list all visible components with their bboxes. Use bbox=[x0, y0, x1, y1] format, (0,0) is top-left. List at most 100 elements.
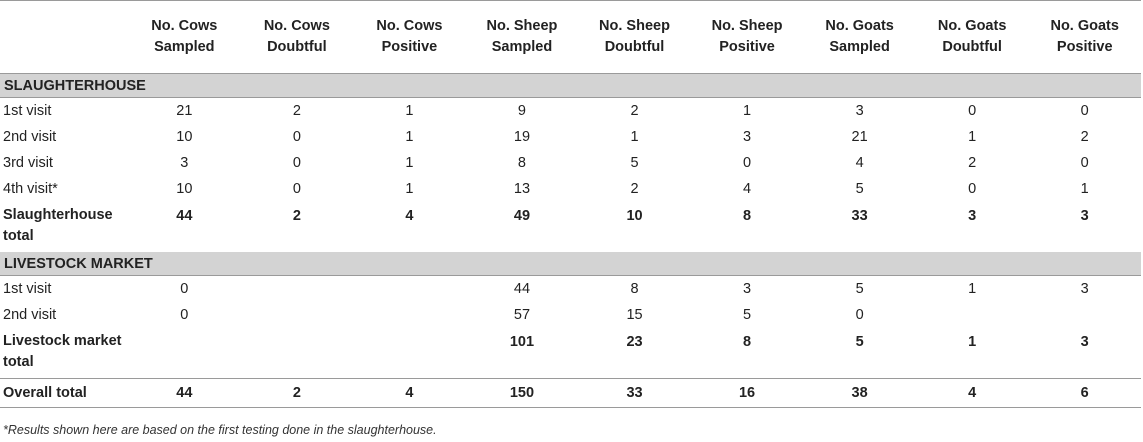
table-cell: 1 bbox=[968, 334, 977, 350]
table-cell: 0 bbox=[180, 281, 189, 297]
table-cell: 3 bbox=[743, 129, 752, 145]
header-cell bbox=[0, 0, 129, 74]
table-cell: 21 bbox=[851, 129, 868, 145]
section-total-row: Livestock market total 101 23 8 5 1 3 bbox=[0, 328, 1141, 379]
header-row: No. Cows Sampled No. Cows Doubtful No. C… bbox=[0, 0, 1141, 74]
table-cell: 1 bbox=[405, 129, 414, 145]
row-label: 3rd visit bbox=[3, 155, 53, 171]
row-label: 1st visit bbox=[3, 281, 52, 297]
header-cell: No. Sheep Doubtful bbox=[578, 0, 691, 74]
table-cell: 3 bbox=[1080, 281, 1089, 297]
table-cell: 2 bbox=[292, 208, 301, 224]
row-label: 2nd visit bbox=[3, 307, 57, 323]
table-cell: 9 bbox=[517, 103, 526, 119]
table-cell: 4 bbox=[353, 378, 466, 408]
table-cell: 3 bbox=[968, 208, 977, 224]
table-cell: 0 bbox=[1080, 103, 1089, 119]
row-label: 2nd visit bbox=[3, 129, 57, 145]
table-cell bbox=[353, 302, 466, 328]
section-header-livestock-market: LIVESTOCK MARKET bbox=[0, 252, 1141, 276]
table-cell: 3 bbox=[180, 155, 189, 171]
table-cell: 4 bbox=[405, 208, 414, 224]
table-cell: 3 bbox=[855, 103, 864, 119]
header-cell: No. Sheep Sampled bbox=[465, 0, 579, 74]
table-cell: 5 bbox=[855, 181, 864, 197]
table-cell: 4 bbox=[743, 181, 752, 197]
table-cell: 8 bbox=[630, 281, 639, 297]
table-cell: 3 bbox=[743, 281, 752, 297]
table-cell: 1 bbox=[405, 181, 414, 197]
table-cell: 33 bbox=[851, 208, 868, 224]
table-cell: 49 bbox=[513, 208, 531, 224]
table-row: 4th visit* 10 0 1 13 2 4 5 0 1 bbox=[0, 176, 1141, 202]
table-cell: 57 bbox=[513, 307, 531, 323]
table-row: 2nd visit 0 57 15 5 0 bbox=[0, 302, 1141, 328]
table-cell: 44 bbox=[176, 208, 193, 224]
section-title: SLAUGHTERHOUSE bbox=[0, 73, 1141, 98]
table-cell: 4 bbox=[915, 378, 1029, 408]
table-cell: 1 bbox=[405, 103, 414, 119]
row-label: Overall total bbox=[0, 378, 129, 408]
table-cell: 33 bbox=[578, 378, 691, 408]
header-cell: No. Cows Sampled bbox=[128, 0, 241, 74]
table-cell: 3 bbox=[1080, 334, 1089, 350]
table-cell: 13 bbox=[513, 181, 531, 197]
table-cell: 10 bbox=[176, 129, 193, 145]
table-cell bbox=[241, 328, 354, 379]
table-cell: 2 bbox=[968, 155, 977, 171]
table-cell: 0 bbox=[968, 103, 977, 119]
table-cell: 0 bbox=[292, 129, 301, 145]
row-label: 4th visit* bbox=[3, 181, 58, 197]
table-cell bbox=[916, 302, 1029, 328]
table-cell: 44 bbox=[513, 281, 531, 297]
table-row: 1st visit 0 44 8 3 5 1 3 bbox=[0, 276, 1141, 303]
table-cell: 44 bbox=[128, 378, 241, 408]
header-cell: No. Sheep Positive bbox=[690, 0, 804, 74]
table-cell bbox=[353, 328, 466, 379]
table-cell: 10 bbox=[626, 208, 643, 224]
table-row: 3rd visit 3 0 1 8 5 0 4 2 0 bbox=[0, 150, 1141, 176]
results-table: No. Cows Sampled No. Cows Doubtful No. C… bbox=[0, 0, 1141, 408]
table-cell: 1 bbox=[405, 155, 414, 171]
table-cell: 2 bbox=[240, 378, 354, 408]
table-cell: 2 bbox=[1080, 129, 1089, 145]
table-cell: 23 bbox=[626, 334, 643, 350]
table-cell: 0 bbox=[180, 307, 189, 323]
table-cell: 5 bbox=[855, 281, 864, 297]
table-cell: 3 bbox=[1080, 208, 1089, 224]
table-cell: 19 bbox=[513, 129, 531, 145]
table-cell: 1 bbox=[968, 281, 977, 297]
row-label: Livestock market total bbox=[3, 333, 122, 370]
header-cell: No. Cows Doubtful bbox=[240, 0, 354, 74]
table-cell: 0 bbox=[292, 181, 301, 197]
table-cell: 6 bbox=[1028, 378, 1141, 408]
header-cell: No. Goats Sampled bbox=[803, 0, 916, 74]
table-cell: 150 bbox=[465, 378, 579, 408]
table-cell: 0 bbox=[855, 307, 864, 323]
table-cell: 4 bbox=[855, 155, 864, 171]
table-cell: 0 bbox=[743, 155, 752, 171]
table-cell bbox=[241, 302, 354, 328]
header-cell: No. Cows Positive bbox=[353, 0, 466, 74]
table-cell: 8 bbox=[743, 208, 752, 224]
table-cell: 1 bbox=[1080, 181, 1089, 197]
section-header-slaughterhouse: SLAUGHTERHOUSE bbox=[0, 73, 1141, 98]
header-cell: No. Goats Doubtful bbox=[915, 0, 1029, 74]
table-cell bbox=[241, 276, 354, 303]
table-cell: 2 bbox=[630, 181, 639, 197]
section-total-row: Slaughterhouse total 44 2 4 49 10 8 33 3… bbox=[0, 202, 1141, 252]
table-cell: 1 bbox=[630, 129, 639, 145]
table-cell: 1 bbox=[968, 129, 977, 145]
table-cell: 5 bbox=[855, 334, 864, 350]
row-label: 1st visit bbox=[3, 103, 52, 119]
table-cell: 5 bbox=[630, 155, 639, 171]
table-cell: 38 bbox=[803, 378, 916, 408]
table-cell bbox=[1028, 302, 1141, 328]
table-cell bbox=[128, 328, 241, 379]
table-cell: 101 bbox=[509, 334, 535, 350]
table-cell bbox=[353, 276, 466, 303]
table-cell: 15 bbox=[626, 307, 643, 323]
table-cell: 5 bbox=[743, 307, 752, 323]
table-cell: 1 bbox=[743, 103, 752, 119]
